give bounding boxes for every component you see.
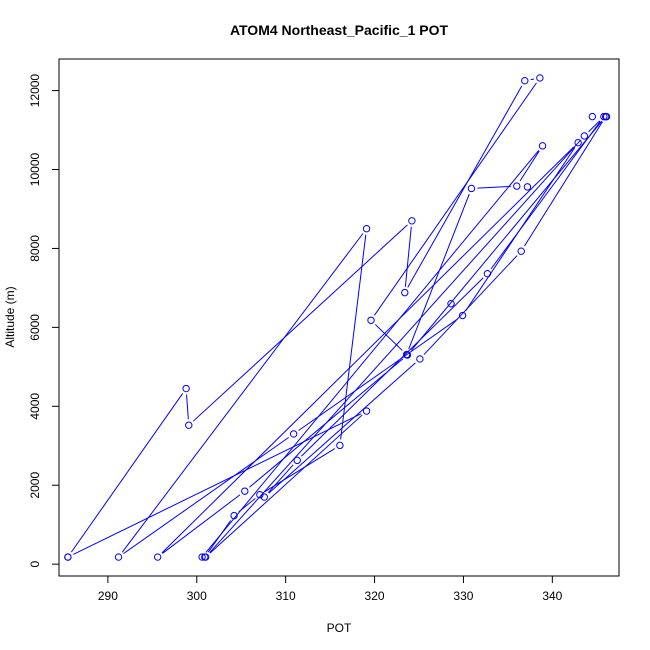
data-point bbox=[153, 553, 162, 561]
data-point bbox=[293, 456, 301, 465]
data-point bbox=[201, 553, 210, 561]
data-point bbox=[241, 487, 249, 495]
series-segment bbox=[209, 414, 363, 554]
series-segment bbox=[374, 324, 403, 351]
data-point bbox=[336, 441, 344, 450]
data-point bbox=[600, 112, 608, 121]
data-point bbox=[513, 182, 521, 190]
series-segment bbox=[298, 318, 458, 431]
series-layer bbox=[70, 78, 603, 555]
data-point bbox=[483, 269, 492, 278]
points-layer bbox=[64, 74, 611, 561]
series-segment bbox=[268, 362, 416, 494]
y-axis-label: Altitude (m) bbox=[3, 286, 17, 347]
y-tick-label: 8000 bbox=[28, 235, 42, 262]
y-tick-label: 12000 bbox=[28, 74, 42, 108]
series-segment bbox=[192, 224, 408, 422]
y-axis: 0 2000 4000 6000 8000 10000 12000 bbox=[28, 74, 60, 568]
data-point bbox=[182, 384, 190, 393]
y-tick-label: 6000 bbox=[28, 314, 42, 341]
data-point bbox=[458, 311, 467, 320]
x-tick-label: 340 bbox=[542, 589, 562, 603]
data-point bbox=[588, 112, 597, 121]
data-point bbox=[260, 493, 269, 501]
data-point bbox=[538, 142, 547, 150]
data-point bbox=[408, 217, 416, 225]
data-point bbox=[447, 299, 455, 308]
x-axis: 290 300 310 320 330 340 bbox=[98, 575, 563, 603]
data-point bbox=[403, 351, 412, 359]
series-segment bbox=[374, 82, 537, 316]
series-segment bbox=[205, 150, 540, 553]
series-segment bbox=[267, 464, 294, 493]
series-segment bbox=[123, 436, 290, 555]
series-segment bbox=[264, 448, 336, 492]
series-segment bbox=[523, 121, 603, 247]
data-point bbox=[362, 225, 371, 233]
data-point bbox=[416, 355, 424, 363]
data-point bbox=[230, 511, 238, 520]
chart-title: ATOM4 Northeast_Pacific_1 POT bbox=[230, 22, 449, 38]
data-point bbox=[517, 247, 525, 255]
series-segment bbox=[73, 413, 362, 555]
series-segment bbox=[423, 255, 518, 355]
x-tick-label: 300 bbox=[187, 589, 207, 603]
series-segment bbox=[490, 121, 601, 270]
x-axis-label: POT bbox=[327, 621, 352, 635]
y-tick-label: 2000 bbox=[28, 472, 42, 499]
series-segment bbox=[477, 185, 511, 189]
series-segment bbox=[340, 234, 367, 440]
series-segment bbox=[301, 277, 484, 457]
plot-frame bbox=[58, 58, 620, 577]
data-point bbox=[367, 316, 375, 324]
series-segment bbox=[121, 233, 364, 553]
x-tick-label: 290 bbox=[98, 589, 118, 603]
data-point bbox=[256, 491, 264, 499]
x-tick-label: 310 bbox=[276, 589, 296, 603]
data-point bbox=[64, 553, 72, 561]
data-point bbox=[198, 553, 206, 561]
series-segment bbox=[162, 494, 241, 554]
series-segment bbox=[209, 140, 581, 553]
series-segment bbox=[407, 85, 523, 288]
data-point bbox=[185, 421, 193, 429]
data-point bbox=[602, 112, 611, 121]
series-segment bbox=[207, 520, 232, 553]
data-point bbox=[289, 430, 298, 438]
data-point bbox=[114, 553, 123, 561]
series-segment bbox=[410, 120, 603, 351]
data-point bbox=[521, 77, 529, 85]
data-point bbox=[580, 132, 589, 140]
y-tick-label: 10000 bbox=[28, 152, 42, 186]
data-point bbox=[523, 183, 532, 191]
data-point bbox=[574, 138, 582, 147]
data-point bbox=[362, 407, 371, 415]
series-segment bbox=[186, 394, 189, 420]
x-tick-label: 320 bbox=[365, 589, 385, 603]
series-segment bbox=[588, 120, 600, 133]
series-segment bbox=[161, 146, 575, 554]
data-point bbox=[536, 74, 544, 82]
series-segment bbox=[530, 78, 535, 81]
series-segment bbox=[519, 150, 540, 182]
data-point bbox=[467, 184, 476, 193]
x-tick-label: 330 bbox=[453, 589, 473, 603]
series-segment bbox=[238, 498, 256, 513]
y-tick-label: 0 bbox=[28, 561, 42, 568]
series-segment bbox=[70, 393, 184, 553]
y-tick-label: 4000 bbox=[28, 393, 42, 420]
series-segment bbox=[404, 226, 412, 287]
data-point bbox=[401, 288, 409, 297]
